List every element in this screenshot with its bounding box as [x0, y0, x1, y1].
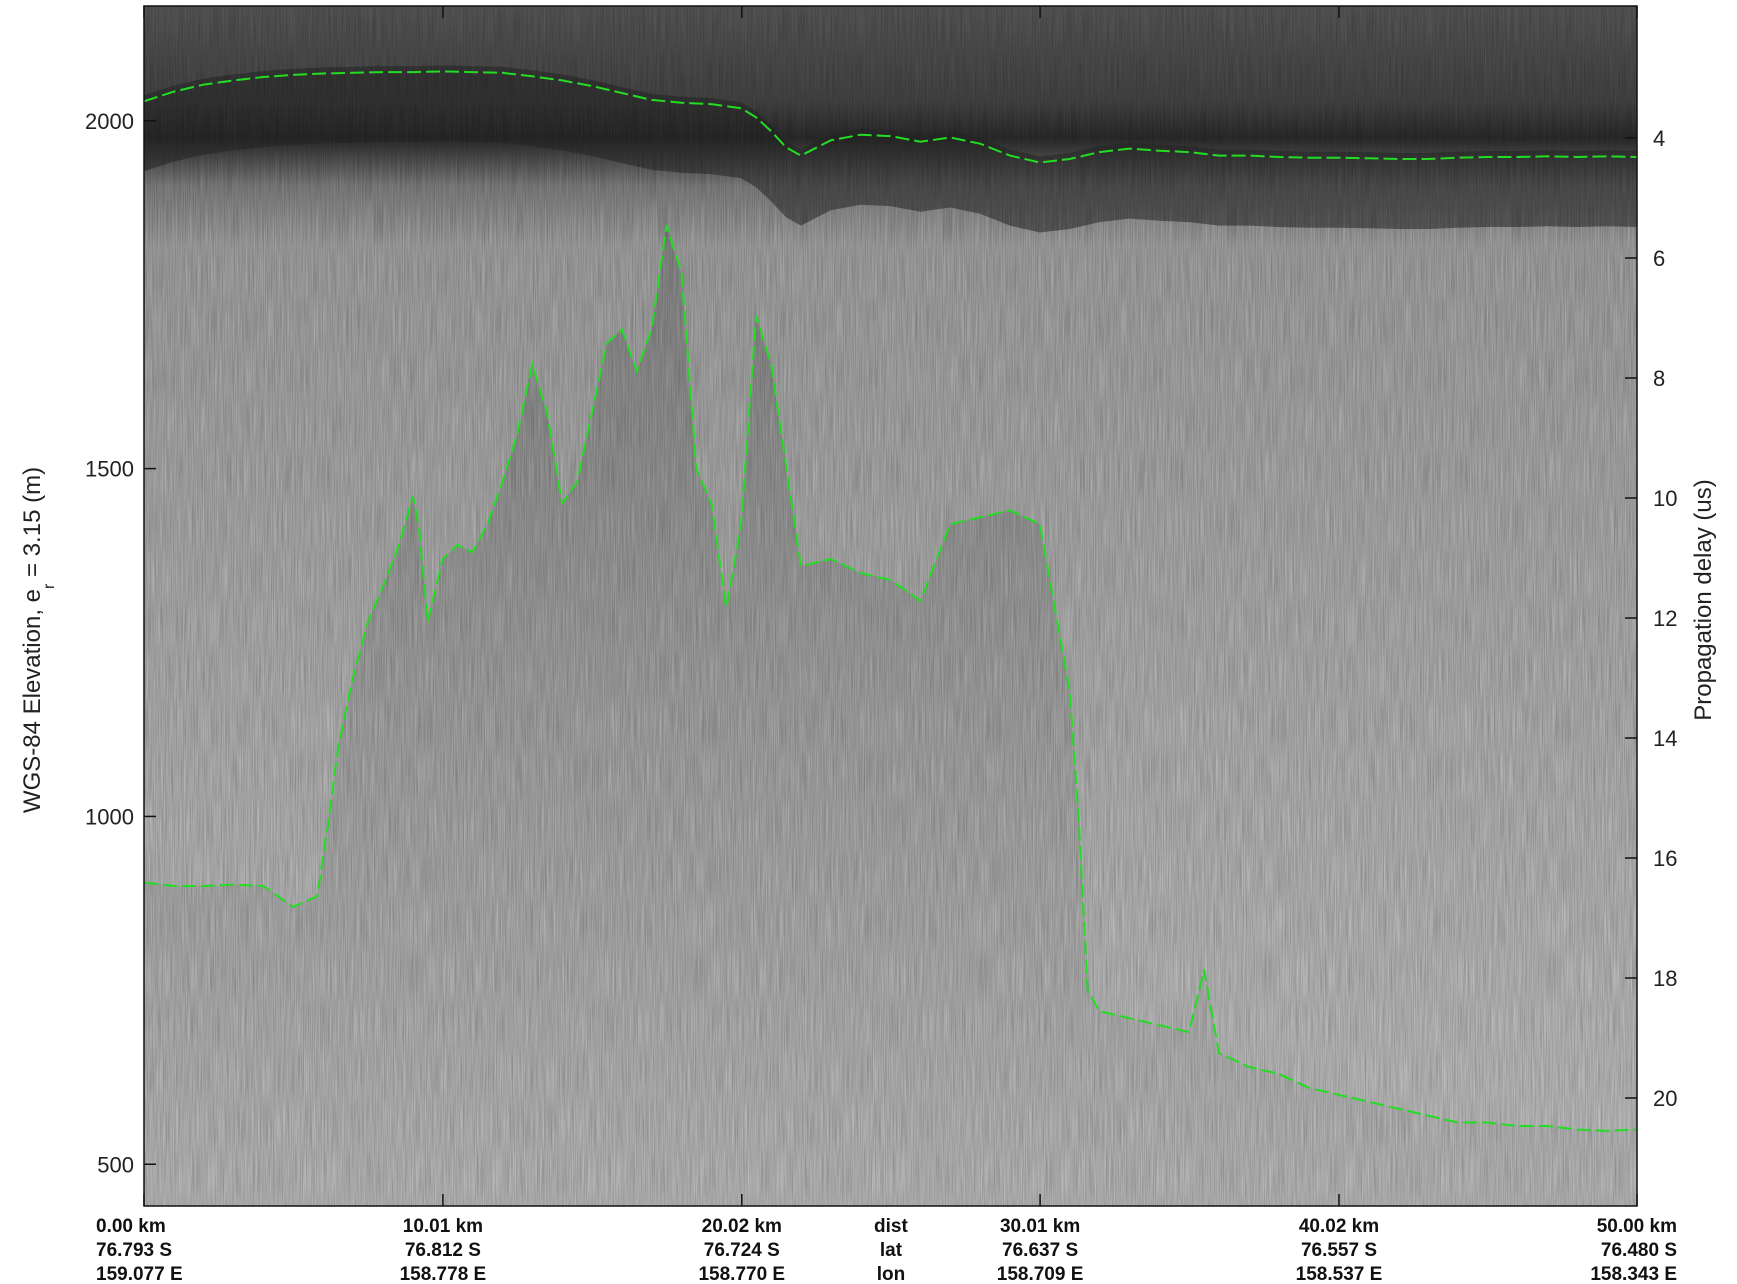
left-axis-title: WGS-84 Elevation, er = 3.15 (m): [19, 467, 58, 813]
left-axis-title-main: WGS-84 Elevation, e: [19, 589, 46, 813]
x-tick-label-dist: 50.00 km: [1597, 1216, 1677, 1237]
x-tick-label-dist: 10.01 km: [403, 1216, 483, 1237]
x-tick-label-lon: 158.778 E: [400, 1264, 487, 1284]
x-tick-label-lat: 76.557 S: [1301, 1240, 1377, 1261]
x-tick-label-lon: 158.770 E: [698, 1264, 785, 1284]
x-tick-label-dist: 0.00 km: [96, 1216, 166, 1237]
radar-image: [144, 6, 1637, 1206]
x-tick-label-lat: 76.637 S: [1002, 1240, 1078, 1261]
x-row-label-dist: dist: [874, 1216, 908, 1237]
x-tick-label-dist: 30.01 km: [1000, 1216, 1080, 1237]
x-row-label-lon: lon: [877, 1264, 906, 1284]
x-tick-label-lon: 158.709 E: [997, 1264, 1084, 1284]
x-tick-label-dist: 20.02 km: [702, 1216, 782, 1237]
right-tick-label: 4: [1653, 126, 1665, 151]
x-tick-label-lat: 76.793 S: [96, 1240, 172, 1261]
x-row-label-lat: lat: [880, 1240, 903, 1261]
x-tick-label-lat: 76.812 S: [405, 1240, 481, 1261]
left-tick-label: 500: [97, 1152, 134, 1177]
right-tick-label: 18: [1653, 966, 1677, 991]
right-tick-label: 14: [1653, 726, 1677, 751]
right-tick-label: 6: [1653, 246, 1665, 271]
right-tick-label: 8: [1653, 366, 1665, 391]
x-tick-label-lon: 159.077 E: [96, 1264, 183, 1284]
x-tick-label-dist: 40.02 km: [1299, 1216, 1379, 1237]
left-tick-label: 2000: [85, 109, 134, 134]
right-tick-label: 12: [1653, 606, 1677, 631]
x-tick-label-lat: 76.480 S: [1601, 1240, 1677, 1261]
right-tick-label: 10: [1653, 486, 1677, 511]
x-tick-label-lon: 158.343 E: [1590, 1264, 1677, 1284]
right-tick-label: 16: [1653, 846, 1677, 871]
right-axis-title: Propagation delay (us): [1690, 479, 1717, 720]
right-tick-label: 20: [1653, 1086, 1677, 1111]
left-tick-label: 1000: [85, 804, 134, 829]
left-axis-title-suffix: = 3.15 (m): [19, 467, 46, 584]
left-tick-label: 1500: [85, 457, 134, 482]
x-tick-label-lon: 158.537 E: [1296, 1264, 1383, 1284]
x-tick-label-lat: 76.724 S: [704, 1240, 780, 1261]
